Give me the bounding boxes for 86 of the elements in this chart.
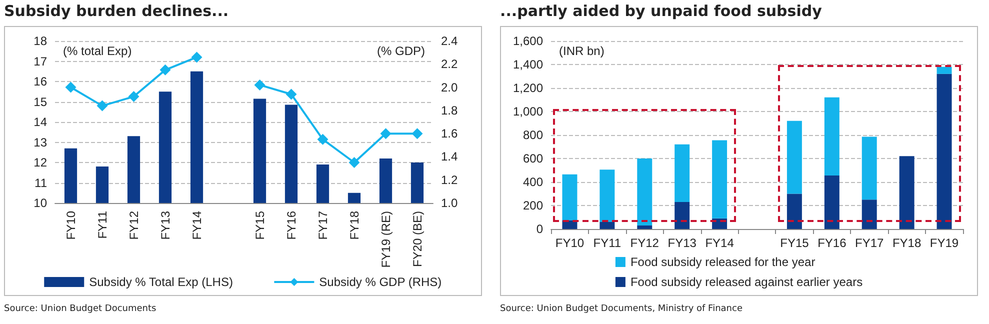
y2-tick-label: 1.4 xyxy=(441,150,458,164)
legend-label: Subsidy % GDP (RHS) xyxy=(319,275,442,289)
y2-tick-label: 2.2 xyxy=(441,57,458,72)
x-tick-label: FY17 xyxy=(855,236,884,250)
point xyxy=(348,157,360,168)
y2-tick-label: 1.6 xyxy=(441,126,458,141)
y-tick-label: 14 xyxy=(34,115,48,129)
x-tick-label: FY11 xyxy=(593,236,622,250)
x-tick-label: FY16 xyxy=(284,210,298,240)
point xyxy=(96,100,108,112)
x-tick-label: FY10 xyxy=(64,210,78,240)
x-tick-label: FY12 xyxy=(126,210,141,240)
y-tick-label: 200 xyxy=(522,198,544,212)
x-tick-label: FY14 xyxy=(705,236,734,250)
y-tick-label: 1,600 xyxy=(512,34,544,48)
point xyxy=(254,79,266,90)
legend-label: Food subsidy released against earlier years xyxy=(630,275,863,289)
y-tick-label: 16 xyxy=(34,74,48,88)
point xyxy=(160,64,171,76)
bar xyxy=(824,176,840,229)
x-tick-label: FY10 xyxy=(555,236,584,250)
x-tick-label: FY18 xyxy=(892,236,922,250)
y-tick-label: 17 xyxy=(34,54,48,68)
y-tick-label: 12 xyxy=(34,156,48,170)
chart-title: ...partly aided by unpaid food subsidy xyxy=(500,2,822,20)
point xyxy=(412,128,423,140)
bar xyxy=(824,97,840,176)
x-tick-label: FY12 xyxy=(630,236,660,250)
point xyxy=(65,82,76,93)
x-tick-label: FY15 xyxy=(780,236,810,250)
x-tick-label: FY15 xyxy=(252,210,267,240)
legend-label: Subsidy % Total Exp (LHS) xyxy=(89,275,233,289)
bar xyxy=(600,222,615,229)
y2-tick-label: 1.2 xyxy=(441,172,458,187)
y-tick-label: 11 xyxy=(34,176,48,190)
x-tick-label: FY11 xyxy=(95,210,110,239)
bar xyxy=(936,66,952,74)
y-tick-label: 1,400 xyxy=(512,58,544,72)
y-tick-label: 400 xyxy=(522,175,544,189)
point xyxy=(191,52,202,63)
bar xyxy=(562,174,578,220)
bar xyxy=(637,158,652,226)
bar xyxy=(712,140,728,218)
y-tick-label: 800 xyxy=(522,128,544,142)
y-axis-title: (INR bn) xyxy=(559,44,604,58)
bar xyxy=(862,200,877,229)
x-tick-label: FY19 (RE) xyxy=(378,211,393,268)
point xyxy=(317,134,328,145)
legend-label: Food subsidy released for the year xyxy=(630,255,816,269)
bar xyxy=(674,144,690,202)
x-tick-label: FY20 (BE) xyxy=(410,210,424,268)
x-tick-label: FY18 xyxy=(347,210,362,240)
bar xyxy=(600,170,615,222)
point xyxy=(286,88,297,100)
y2-tick-label: 2.0 xyxy=(441,80,458,94)
x-tick-label: FY13 xyxy=(668,236,697,250)
y2-tick-label: 2.4 xyxy=(441,34,458,48)
y2-tick-label: 1.0 xyxy=(441,196,458,210)
y-tick-label: 13 xyxy=(34,135,48,150)
source-note: Source: Union Budget Documents xyxy=(4,304,156,314)
point xyxy=(380,128,392,140)
x-tick-label: FY16 xyxy=(818,236,847,250)
y2-tick-label: 1.8 xyxy=(441,103,458,118)
x-tick-label: FY19 xyxy=(930,236,959,250)
y2-axis-title: (% GDP) xyxy=(377,44,426,58)
x-tick-label: FY14 xyxy=(190,210,204,240)
y-tick-label: 15 xyxy=(34,94,48,109)
y-tick-label: 10 xyxy=(34,196,48,210)
bar xyxy=(637,225,652,229)
bar xyxy=(674,202,690,229)
bar xyxy=(936,74,952,229)
y-tick-label: 600 xyxy=(522,152,544,166)
source-note: Source: Union Budget Documents, Ministry of Finance xyxy=(500,304,742,314)
bar xyxy=(786,120,802,194)
chart-title: Subsidy burden declines... xyxy=(4,2,229,20)
x-tick-label: FY13 xyxy=(158,210,172,240)
y-tick-label: 1,200 xyxy=(512,81,544,95)
y-tick-label: 18 xyxy=(34,34,48,48)
bar xyxy=(862,136,877,200)
y-tick-label: 1,000 xyxy=(512,104,544,118)
bar xyxy=(786,194,802,229)
bar xyxy=(899,156,914,229)
y-axis-title: (% total Exp) xyxy=(63,44,132,58)
x-tick-label: FY17 xyxy=(316,210,330,240)
y-tick-label: 0 xyxy=(536,222,544,236)
point xyxy=(128,91,140,102)
